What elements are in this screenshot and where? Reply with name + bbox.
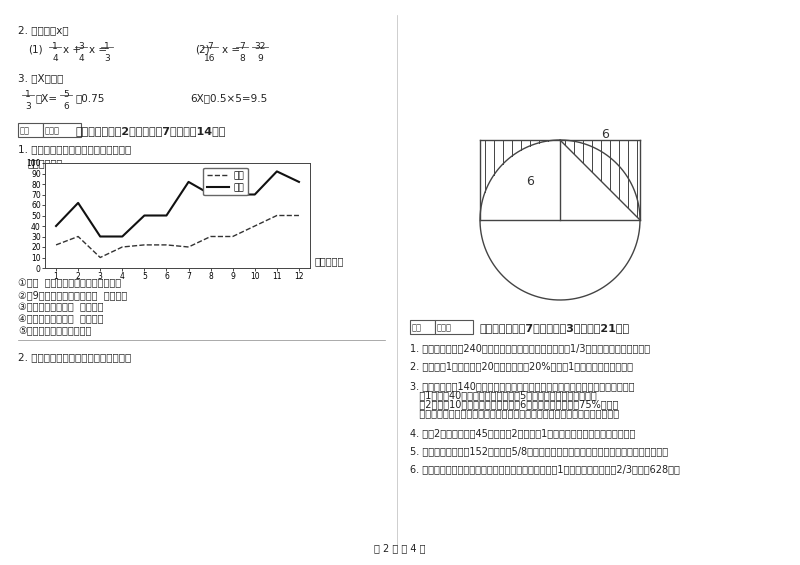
Text: 3: 3 bbox=[78, 42, 84, 51]
Text: 2. 求阴影部分的面积（单位：厘米）。: 2. 求阴影部分的面积（单位：厘米）。 bbox=[18, 352, 131, 362]
支出 bbox=[228, 233, 238, 240]
Text: 4: 4 bbox=[52, 54, 58, 63]
支出 bbox=[272, 212, 282, 219]
Text: 月份（月）: 月份（月） bbox=[315, 256, 344, 266]
Text: ⑤、你还获得了哪些信息？: ⑤、你还获得了哪些信息？ bbox=[18, 326, 91, 336]
Text: 得分: 得分 bbox=[20, 126, 30, 135]
FancyBboxPatch shape bbox=[410, 320, 435, 334]
Text: 1: 1 bbox=[104, 42, 110, 51]
Text: 16: 16 bbox=[204, 54, 216, 63]
Text: 1: 1 bbox=[52, 42, 58, 51]
Text: ④、平均每月支出（  ）万元。: ④、平均每月支出（ ）万元。 bbox=[18, 314, 103, 324]
支出 bbox=[184, 244, 194, 250]
Text: 得分: 得分 bbox=[412, 323, 422, 332]
Text: ，X=: ，X= bbox=[36, 93, 58, 103]
Text: 第 2 页 共 4 页: 第 2 页 共 4 页 bbox=[374, 543, 426, 553]
FancyBboxPatch shape bbox=[18, 123, 43, 137]
支出 bbox=[162, 241, 171, 248]
Text: ①、（  ）月份收入和支出相差最小。: ①、（ ）月份收入和支出相差最小。 bbox=[18, 278, 121, 288]
Text: 7: 7 bbox=[207, 42, 213, 51]
收入 bbox=[228, 191, 238, 198]
Text: 3: 3 bbox=[25, 102, 31, 111]
Text: 六、应用题（共7小题，每题3分，共计21分）: 六、应用题（共7小题，每题3分，共计21分） bbox=[480, 323, 630, 333]
Text: x +: x + bbox=[63, 45, 81, 55]
Text: 4: 4 bbox=[78, 54, 84, 63]
收入 bbox=[206, 191, 215, 198]
收入 bbox=[184, 179, 194, 185]
Text: 7: 7 bbox=[239, 42, 245, 51]
Text: (1): (1) bbox=[28, 45, 42, 55]
Text: 5. 少先队员采集标本152件，其中5/8是植物标本，其余的是昆虫标本，昆虫标本有多少件？: 5. 少先队员采集标本152件，其中5/8是植物标本，其余的是昆虫标本，昆虫标本… bbox=[410, 446, 668, 456]
Text: 6: 6 bbox=[601, 128, 609, 141]
收入 bbox=[95, 233, 105, 240]
支出 bbox=[250, 223, 259, 229]
支出 bbox=[118, 244, 127, 250]
Text: 五、综合题（共2小题，每题7分，共计14分）: 五、综合题（共2小题，每题7分，共计14分） bbox=[75, 126, 226, 136]
Text: （1）限坐40人的大客车，每人票价5元，如调坐票价可打八折；: （1）限坐40人的大客车，每人票价5元，如调坐票价可打八折； bbox=[410, 390, 597, 400]
收入 bbox=[118, 233, 127, 240]
支出 bbox=[294, 212, 304, 219]
Text: ，0.75: ，0.75 bbox=[76, 93, 106, 103]
Text: 8: 8 bbox=[239, 54, 245, 63]
Text: 3. 求X的值。: 3. 求X的值。 bbox=[18, 73, 63, 83]
支出 bbox=[139, 241, 149, 248]
Text: 3: 3 bbox=[104, 54, 110, 63]
支出 bbox=[95, 254, 105, 261]
收入 bbox=[250, 191, 259, 198]
Legend: 支出, 收入: 支出, 收入 bbox=[203, 167, 248, 195]
Line: 收入: 收入 bbox=[56, 171, 299, 237]
支出 bbox=[51, 241, 61, 248]
收入 bbox=[74, 199, 83, 206]
Text: 6X－0.5×5=9.5: 6X－0.5×5=9.5 bbox=[190, 93, 267, 103]
收入 bbox=[162, 212, 171, 219]
Line: 支出: 支出 bbox=[56, 215, 299, 258]
Text: x =: x = bbox=[222, 45, 240, 55]
Text: 6: 6 bbox=[63, 102, 69, 111]
FancyBboxPatch shape bbox=[435, 320, 473, 334]
Text: 金额（万元）: 金额（万元） bbox=[28, 158, 63, 168]
FancyBboxPatch shape bbox=[43, 123, 81, 137]
Text: 9: 9 bbox=[257, 54, 263, 63]
Text: 评卷人: 评卷人 bbox=[45, 126, 60, 135]
Text: 1. 请根据下面的统计图回答下列问题。: 1. 请根据下面的统计图回答下列问题。 bbox=[18, 144, 131, 154]
Text: 5: 5 bbox=[63, 90, 69, 99]
收入 bbox=[51, 223, 61, 229]
Text: 1: 1 bbox=[25, 90, 31, 99]
Text: x =: x = bbox=[89, 45, 107, 55]
Text: 2. 求未知数x。: 2. 求未知数x。 bbox=[18, 25, 69, 35]
Text: 1. 果园里有苹果树240棵，苹果树的棵数比梨树的棵数多1/3，果园里有梨树多少棵？: 1. 果园里有苹果树240棵，苹果树的棵数比梨树的棵数多1/3，果园里有梨树多少… bbox=[410, 343, 650, 353]
收入 bbox=[272, 168, 282, 175]
Text: 32: 32 bbox=[254, 42, 266, 51]
收入 bbox=[294, 179, 304, 185]
Text: 评卷人: 评卷人 bbox=[437, 323, 452, 332]
Text: 4. 六（2）班今天出勤45人，病假2人，事假1人，这个班今天的出勤率是多少？: 4. 六（2）班今天出勤45人，病假2人，事假1人，这个班今天的出勤率是多少？ bbox=[410, 428, 635, 438]
Text: （2）限坐10人的面包车，每人票价6元，如调坐票价可按75%优惠。: （2）限坐10人的面包车，每人票价6元，如调坐票价可按75%优惠。 bbox=[410, 399, 618, 409]
Text: ③、全年实际收入（  ）万元。: ③、全年实际收入（ ）万元。 bbox=[18, 302, 103, 312]
支出 bbox=[206, 233, 215, 240]
Text: 请你根据以上信息为六年级师生设计一种最省钱的租车方案，并算出总租金。: 请你根据以上信息为六年级师生设计一种最省钱的租车方案，并算出总租金。 bbox=[410, 408, 619, 418]
Text: 6: 6 bbox=[526, 175, 534, 188]
支出 bbox=[74, 233, 83, 240]
Text: 6. 一个装满汽油的圆柱形油桶，从里面量，底面半径为1米，如用去这桶油的2/3后还剩628升，: 6. 一个装满汽油的圆柱形油桶，从里面量，底面半径为1米，如用去这桶油的2/3后… bbox=[410, 464, 680, 474]
Text: (2): (2) bbox=[195, 45, 210, 55]
Text: 2. 六年级（1）班有男生20人，比女生少20%，六（1）班共有学生多少人？: 2. 六年级（1）班有男生20人，比女生少20%，六（1）班共有学生多少人？ bbox=[410, 361, 633, 371]
收入 bbox=[139, 212, 149, 219]
Text: ②、9月份收入和支出相差（  ）万元。: ②、9月份收入和支出相差（ ）万元。 bbox=[18, 290, 127, 300]
Text: 3. 某校六年级有140名师生去参观自然博物馆，某运输公司有两种车辆可供选择：: 3. 某校六年级有140名师生去参观自然博物馆，某运输公司有两种车辆可供选择： bbox=[410, 381, 634, 391]
